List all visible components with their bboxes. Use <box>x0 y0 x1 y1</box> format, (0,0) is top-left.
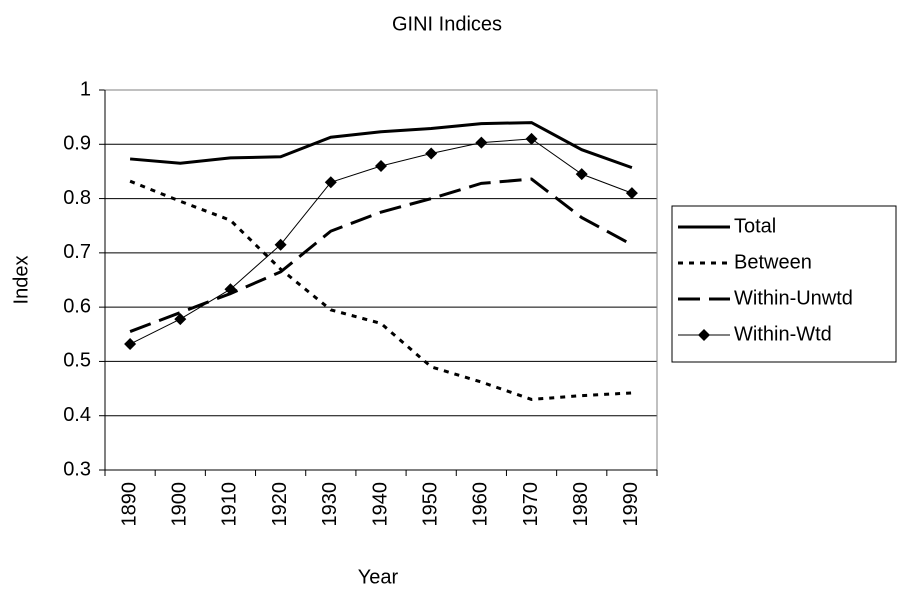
legend-box <box>671 205 897 363</box>
point-marker <box>625 187 638 200</box>
series-line <box>129 121 633 170</box>
y-tick-label: 0.6 <box>63 295 91 317</box>
point-marker <box>575 168 588 181</box>
x-tick-label: 1930 <box>319 482 341 527</box>
y-tick-label: 0.8 <box>63 187 91 209</box>
series-line <box>129 177 633 333</box>
point-marker <box>324 176 337 189</box>
x-tick-label: 1970 <box>520 482 542 527</box>
x-tick-label: 1940 <box>369 482 391 527</box>
legend-label: Within-Unwtd <box>734 287 853 309</box>
point-marker <box>174 313 187 326</box>
point-marker <box>124 338 137 351</box>
y-tick-label: 0.9 <box>63 133 91 155</box>
x-tick-label: 1960 <box>470 482 492 527</box>
y-tick-label: 0.4 <box>63 404 91 426</box>
point-marker <box>224 283 237 296</box>
series-line <box>129 179 632 401</box>
x-tick-label: 1920 <box>269 482 291 527</box>
x-axis-label: Year <box>358 566 399 588</box>
legend-label: Between <box>734 251 812 273</box>
x-tick-label: 1890 <box>118 482 140 527</box>
point-marker <box>475 136 488 149</box>
y-tick-label: 1 <box>80 78 91 100</box>
point-marker <box>274 238 287 251</box>
legend-marker <box>698 329 710 341</box>
chart-title: GINI Indices <box>392 13 502 35</box>
x-tick-label: 1950 <box>419 482 441 527</box>
point-marker <box>425 147 438 160</box>
x-tick-label: 1990 <box>620 482 642 527</box>
point-marker <box>375 160 387 172</box>
point-marker <box>525 132 538 145</box>
x-tick-label: 1900 <box>169 482 191 527</box>
y-axis-label: Index <box>10 256 32 305</box>
x-tick-label: 1910 <box>219 482 241 527</box>
legend-label: Within-Wtd <box>734 323 832 345</box>
y-tick-label: 0.7 <box>63 241 91 263</box>
legend-label: Total <box>734 215 776 237</box>
y-tick-label: 0.5 <box>63 350 91 372</box>
y-tick-label: 0.3 <box>63 458 91 480</box>
x-tick-label: 1980 <box>570 482 592 527</box>
